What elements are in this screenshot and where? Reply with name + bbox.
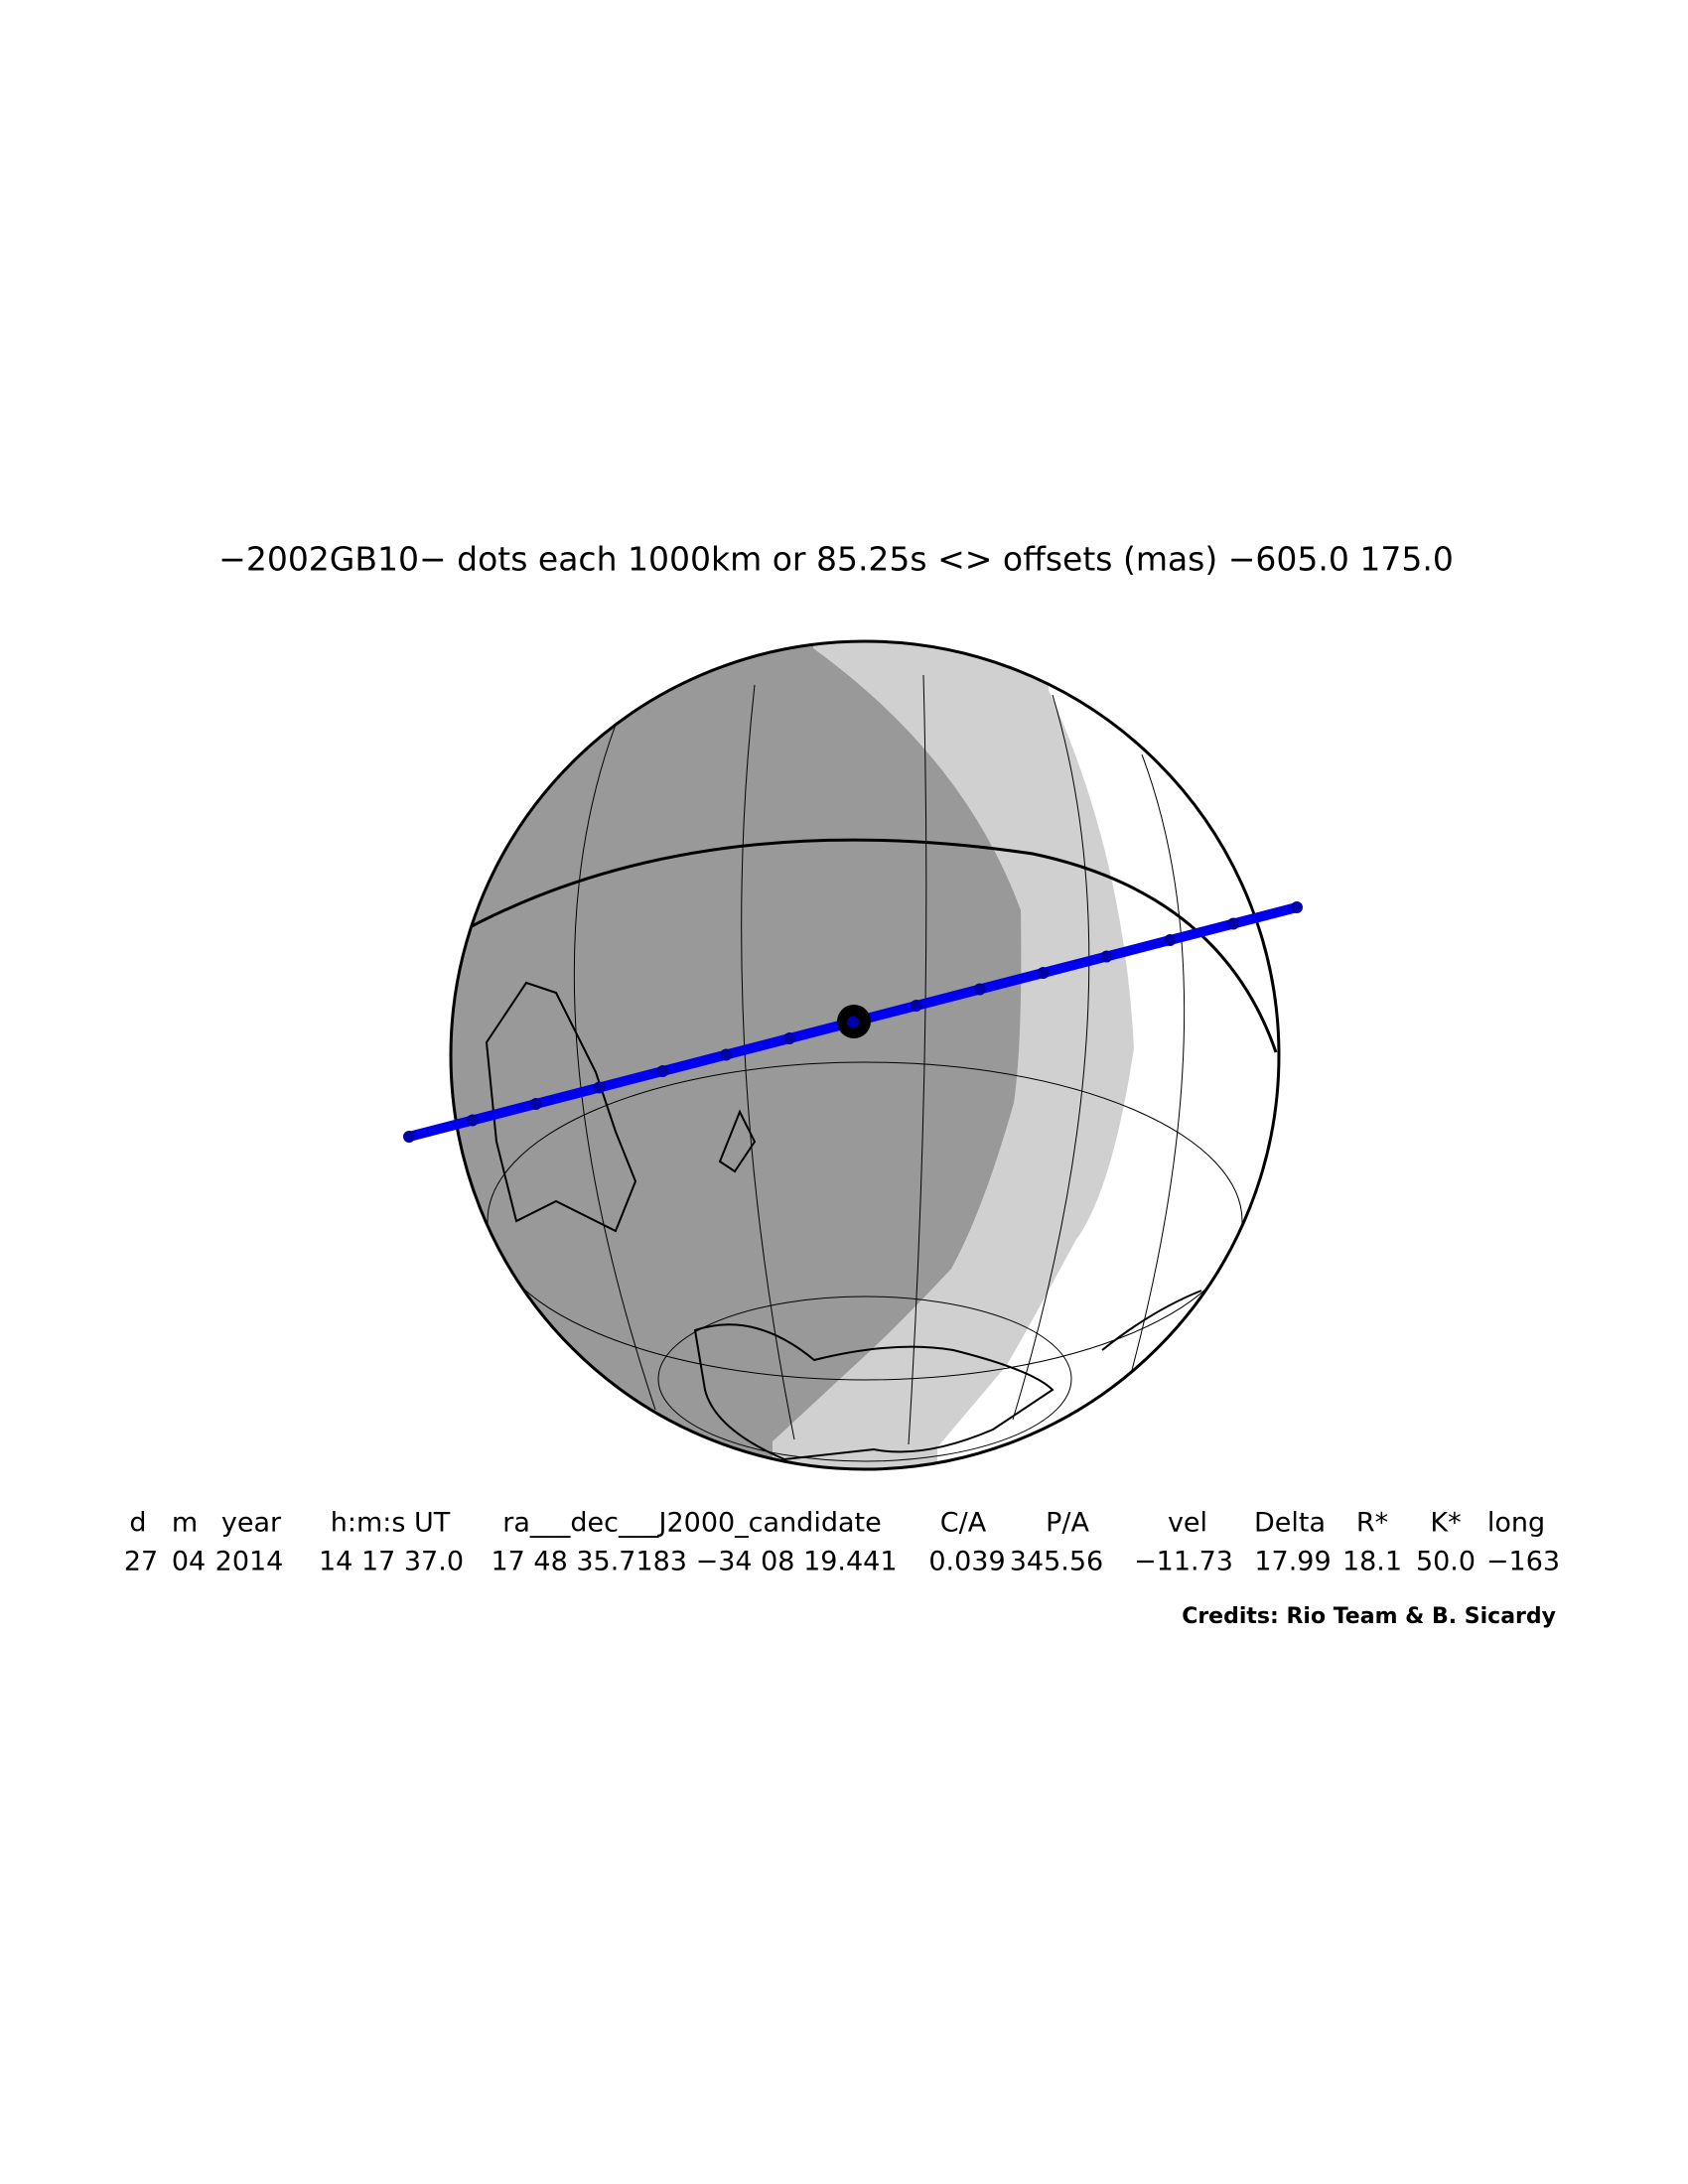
column-value: −163 bbox=[1486, 1547, 1560, 1577]
path-dot bbox=[1291, 901, 1303, 913]
column-value: 50.0 bbox=[1416, 1547, 1476, 1577]
path-dot bbox=[847, 1016, 859, 1028]
column-header: m bbox=[172, 1508, 198, 1539]
column-header: h:m:s UT bbox=[331, 1508, 451, 1539]
australia bbox=[485, 981, 637, 1233]
column-header: P/A bbox=[1046, 1508, 1089, 1539]
path-dot bbox=[1037, 967, 1050, 979]
path-dot bbox=[529, 1098, 542, 1110]
night-side bbox=[451, 641, 1022, 1469]
path-dot bbox=[973, 983, 986, 996]
column-value: 18.1 bbox=[1342, 1547, 1402, 1577]
data-table: d m year h:m:s UT ra___dec___J2000_candidate… bbox=[124, 1508, 1560, 1577]
path-dot bbox=[656, 1065, 669, 1077]
south-america bbox=[1101, 1290, 1202, 1351]
column-header: d bbox=[129, 1508, 146, 1539]
column-header: Delta bbox=[1254, 1508, 1326, 1539]
graticule bbox=[487, 674, 1243, 1462]
antarctica bbox=[693, 1323, 1055, 1461]
credits: Credits: Rio Team & B. Sicardy bbox=[1182, 1604, 1556, 1629]
path-dot bbox=[466, 1114, 479, 1127]
path-dot bbox=[783, 1032, 796, 1044]
title: −2002GB10− dots each 1000km or 85.25s <>… bbox=[218, 540, 1454, 579]
path-dot bbox=[1227, 917, 1240, 930]
column-header: R* bbox=[1356, 1508, 1388, 1539]
column-value: 17.99 bbox=[1254, 1547, 1331, 1577]
column-value: 27 bbox=[124, 1547, 158, 1577]
column-value: 345.56 bbox=[1010, 1547, 1103, 1577]
new-zealand bbox=[718, 1109, 757, 1173]
column-header: ra___dec___J2000_candidate bbox=[502, 1508, 881, 1539]
column-value: −11.73 bbox=[1134, 1547, 1233, 1577]
column-header: C/A bbox=[940, 1508, 987, 1539]
column-header: vel bbox=[1168, 1508, 1207, 1539]
column-header: long bbox=[1487, 1508, 1545, 1539]
path-dot bbox=[403, 1131, 415, 1143]
column-header: K* bbox=[1430, 1508, 1461, 1539]
path-dot bbox=[1100, 950, 1113, 963]
path-dot bbox=[720, 1048, 733, 1061]
path-dot bbox=[1164, 934, 1177, 946]
column-value: 17 48 35.7183 −34 08 19.441 bbox=[491, 1547, 897, 1577]
column-value: 14 17 37.0 bbox=[319, 1547, 464, 1577]
column-value: 04 bbox=[172, 1547, 206, 1577]
equator bbox=[458, 838, 1278, 1053]
path-dot bbox=[910, 1000, 922, 1012]
column-value: 2014 bbox=[215, 1547, 284, 1577]
globe bbox=[403, 639, 1303, 1471]
column-value: 0.039 bbox=[928, 1547, 1005, 1577]
shadow-path bbox=[403, 901, 1303, 1143]
globe-outline bbox=[449, 639, 1281, 1471]
column-header: year bbox=[221, 1508, 282, 1539]
path-dot bbox=[593, 1081, 606, 1094]
